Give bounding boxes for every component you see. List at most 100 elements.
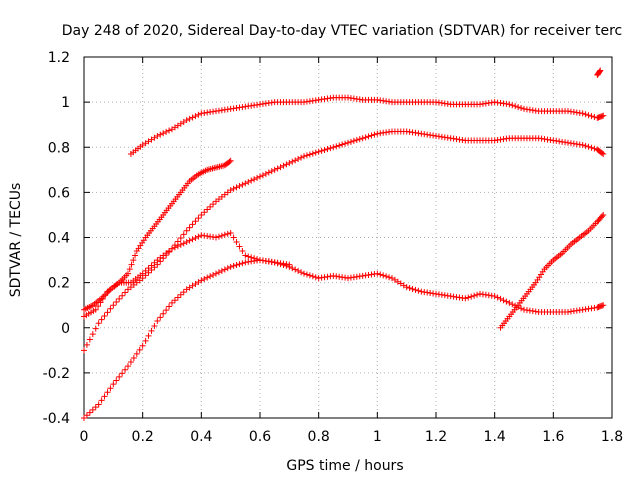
data-point (380, 272, 387, 279)
data-point (371, 131, 378, 138)
data-point (110, 381, 117, 388)
data-point (353, 137, 360, 144)
data-point (403, 284, 410, 291)
data-point (280, 162, 287, 169)
axis-ticks: 0 0.2 0.4 0.6 0.8 1 1.2 1.4 1.6 1.8 -0.4 -0.2 0 0.2 0.… (43, 50, 623, 445)
data-point (268, 168, 275, 175)
data-point (95, 303, 102, 310)
data-point (183, 227, 190, 234)
data-point (230, 234, 237, 241)
data-point (101, 393, 108, 400)
data-point (110, 302, 117, 309)
data-point (321, 146, 328, 153)
data-point (128, 261, 135, 268)
data-point (107, 385, 114, 392)
data-point (374, 270, 381, 277)
data-point (259, 172, 266, 179)
y-tick-label: 1.2 (48, 50, 70, 66)
data-point (582, 142, 589, 149)
data-point (600, 151, 607, 158)
data-point (274, 165, 281, 172)
data-point (160, 310, 167, 317)
data-point (227, 157, 234, 164)
data-point (215, 233, 222, 240)
data-point (295, 267, 302, 274)
data-point (350, 137, 357, 144)
x-tick-label: 0 (80, 429, 89, 445)
y-tick-label: -0.2 (43, 366, 70, 382)
data-point (239, 260, 246, 267)
data-point (465, 294, 472, 301)
chart-title: Day 248 of 2020, Sidereal Day-to-day VTE… (62, 23, 622, 39)
data-point (210, 271, 217, 278)
data-point (119, 292, 126, 299)
data-point (97, 299, 104, 306)
data-point (295, 155, 302, 162)
data-point (81, 347, 87, 354)
data-point (309, 273, 316, 280)
data-point (242, 180, 249, 187)
data-point (336, 142, 343, 149)
data-point (330, 144, 337, 151)
data-point (198, 277, 205, 284)
y-tick-label: 0 (61, 321, 70, 337)
data-point (518, 104, 525, 111)
data-point (271, 166, 278, 173)
data-point (224, 230, 231, 237)
data-point (183, 239, 190, 246)
data-point (600, 112, 607, 119)
data-point (136, 346, 143, 353)
data-point (254, 174, 261, 181)
data-point (180, 240, 187, 247)
data-point (186, 237, 193, 244)
data-point (345, 139, 351, 146)
data-point (89, 331, 96, 338)
series-sat-f (497, 211, 607, 331)
data-point (107, 305, 114, 312)
data-point (303, 152, 310, 159)
data-point (183, 117, 190, 124)
data-point (365, 133, 372, 140)
data-point (102, 292, 109, 299)
data-point (180, 289, 187, 296)
data-point (95, 401, 102, 408)
data-point (83, 412, 90, 419)
data-point (386, 274, 393, 281)
data-point (195, 215, 202, 222)
data-point (262, 170, 269, 177)
data-point (245, 253, 252, 260)
data-point (89, 406, 96, 413)
series-sat-c (81, 128, 607, 354)
data-point (286, 261, 293, 268)
x-tick-label: 1 (373, 429, 382, 445)
data-point (104, 309, 111, 316)
data-point (83, 341, 90, 348)
data-point (233, 262, 240, 269)
data-point (239, 181, 246, 188)
data-point (230, 262, 237, 269)
data-point (218, 267, 225, 274)
x-tick-label: 1.4 (484, 429, 506, 445)
data-point (494, 294, 501, 301)
data-point (289, 158, 296, 165)
data-point (292, 266, 299, 273)
data-point (145, 332, 152, 339)
data-point (174, 294, 181, 301)
data-point (491, 293, 498, 300)
data-point (189, 114, 196, 121)
data-point (99, 295, 106, 302)
data-point (98, 397, 105, 404)
data-point (151, 259, 158, 266)
data-point (154, 132, 161, 139)
data-point (204, 206, 211, 213)
data-point (342, 140, 349, 147)
data-point (148, 327, 155, 334)
data-point (157, 314, 164, 321)
data-point (163, 307, 170, 314)
data-point (599, 213, 606, 220)
y-tick-label: 1 (61, 95, 70, 111)
data-point (126, 266, 133, 273)
data-point (599, 150, 606, 157)
data-point (148, 262, 155, 269)
data-point (177, 241, 184, 248)
